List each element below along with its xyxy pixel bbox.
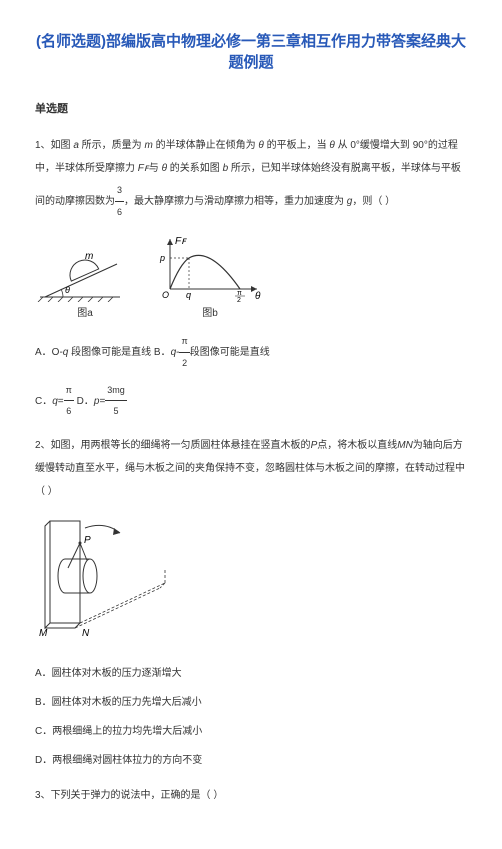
frac-top: π <box>179 331 189 353</box>
q1-frac1: 36 <box>115 180 124 222</box>
x-axis-label: θ <box>255 291 261 302</box>
q3-num: 3、 <box>35 790 51 801</box>
opt-a-text: 段图像可能是直线 <box>68 347 151 358</box>
q2-t2: 点，将木板以直线 <box>317 440 397 451</box>
q3-body: 下列关于弹力的说法中，正确的是（ ） <box>51 790 224 801</box>
q2-opt-a: A．圆柱体对木板的压力逐渐增大 <box>35 662 467 685</box>
figure-a-svg: θ m <box>35 237 135 302</box>
theta-label: θ <box>65 285 70 295</box>
frac-bot: 6 <box>64 401 74 422</box>
two-label: 2 <box>237 297 241 302</box>
m-label: M <box>39 628 48 639</box>
q1-var-m: m <box>144 140 152 151</box>
q1-t1: 如图 <box>51 140 74 151</box>
q1-figures: θ m 图a Fꜰ θ O <box>35 234 467 319</box>
q2-text: 2、如图，用两根等长的细绳将一匀质圆柱体悬挂在竖直木板的P点，将木板以直线MN为… <box>35 434 467 503</box>
question-3: 3、下列关于弹力的说法中，正确的是（ ） <box>35 784 467 807</box>
figure-a-box: θ m 图a <box>35 237 135 319</box>
q2-opt-c: C．两根细绳上的拉力均先增大后减小 <box>35 720 467 743</box>
q3-text: 3、下列关于弹力的说法中，正确的是（ ） <box>35 784 467 807</box>
section-heading: 单选题 <box>35 100 467 116</box>
opt-b-text2: 段图像可能是直线 <box>190 347 270 358</box>
opt-c-prefix: C． <box>35 396 52 407</box>
q2-var-mn: MN <box>397 440 413 451</box>
n-label: N <box>82 628 90 639</box>
opt-d-frac: 3mg5 <box>105 380 127 422</box>
q1-var-ff: Fꜰ <box>138 163 149 174</box>
frac-top: 3mg <box>105 380 127 402</box>
m-label: m <box>85 251 93 262</box>
figure-b-box: Fꜰ θ O p q π 2 图b <box>155 234 265 319</box>
cylinder-figure-svg: P M N <box>35 513 180 643</box>
q1-t7: 的关系如图 <box>167 163 223 174</box>
frac-bot: 2 <box>179 353 189 374</box>
fig-b-caption: 图b <box>202 304 218 319</box>
opt-b-prefix: B． <box>154 347 171 358</box>
opt-a-prefix: A．O- <box>35 347 63 358</box>
q2-figure: P M N <box>35 513 467 648</box>
opt-c-frac: π6 <box>64 380 74 422</box>
frac-bot: 5 <box>105 401 127 422</box>
q2-t1: 如图，用两根等长的细绳将一匀质圆柱体悬挂在竖直木板的 <box>51 440 311 451</box>
question-1: 1、如图 a 所示，质量为 m 的半球体静止在倾角为 θ 的平板上，当 θ 从 … <box>35 134 467 422</box>
q1-num: 1、 <box>35 140 51 151</box>
frac-top: π <box>64 380 74 402</box>
q1-text: 1、如图 a 所示，质量为 m 的半球体静止在倾角为 θ 的平板上，当 θ 从 … <box>35 134 467 222</box>
q-label: q <box>186 290 191 300</box>
frac-bot: 6 <box>115 202 124 223</box>
fig-a-caption: 图a <box>77 304 93 319</box>
q2-opt-d: D．两根细绳对圆柱体拉力的方向不变 <box>35 749 467 772</box>
y-axis-label: Fꜰ <box>175 236 187 247</box>
page-title: (名师选题)部编版高中物理必修一第三章相互作用力带答案经典大题例题 <box>35 30 467 72</box>
question-2: 2、如图，用两根等长的细绳将一匀质圆柱体悬挂在竖直木板的P点，将木板以直线MN为… <box>35 434 467 772</box>
q1-t4: 的平板上，当 <box>264 140 330 151</box>
frac-top: 3 <box>115 180 124 202</box>
opt-d-prefix: D． <box>77 396 94 407</box>
q1-options-cd: C．q=π6 D．p=3mg5 <box>35 380 467 422</box>
p-label: p <box>159 253 165 263</box>
q2-num: 2、 <box>35 440 51 451</box>
p-label: P <box>84 535 91 546</box>
q1-t10: ，则（ ） <box>352 196 395 207</box>
q1-t2: 所示，质量为 <box>79 140 145 151</box>
q1-t6: 与 <box>149 163 162 174</box>
q1-options-ab: A．O-q 段图像可能是直线 B．q-π2段图像可能是直线 <box>35 331 467 373</box>
opt-b-frac: π2 <box>179 331 189 373</box>
q1-t3: 的半球体静止在倾角为 <box>153 140 259 151</box>
figure-b-svg: Fꜰ θ O p q π 2 <box>155 234 265 302</box>
q1-t9: ，最大静摩擦力与滑动摩擦力相等，重力加速度为 <box>124 196 347 207</box>
origin-label: O <box>162 290 169 300</box>
